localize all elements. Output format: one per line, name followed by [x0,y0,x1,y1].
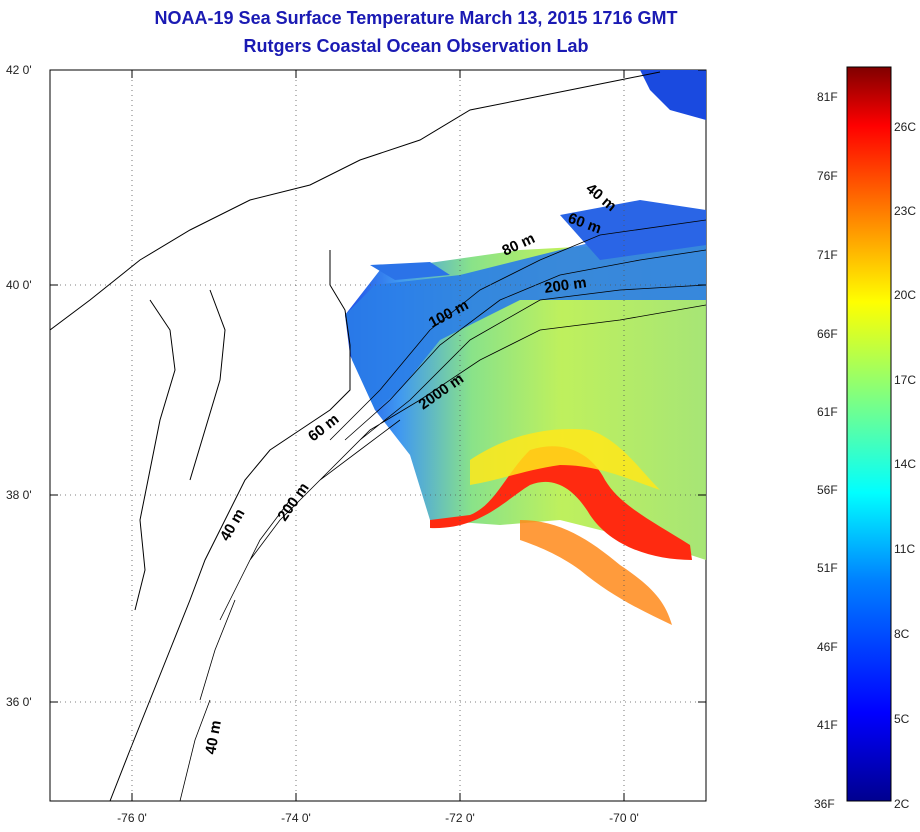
frame-ticks [50,69,706,801]
lon-label: -74 0' [281,811,311,825]
fahrenheit-label: 56F [817,483,838,497]
cold-water-patch [370,262,450,280]
warm-yellow-core [470,429,660,490]
lon-label: -72 0' [445,811,475,825]
lat-label: 42 0' [6,63,32,77]
fahrenheit-label: 46F [817,640,838,654]
graticule [50,70,706,801]
colorbar-f-labels: 81F 76F 71F 66F 61F 56F 51F 46F 41F 36F [814,90,838,811]
celsius-label: 11C [894,542,915,556]
celsius-label: 5C [894,712,910,726]
lat-label: 36 0' [6,695,32,709]
cold-shelf-water [345,215,706,410]
gulf-stream-orange-band [520,520,672,625]
fahrenheit-label: 41F [817,718,838,732]
cold-water-north [640,70,706,120]
lon-label: -70 0' [609,811,639,825]
lat-label: 38 0' [6,488,32,502]
isobath-label: 200 m [543,274,587,297]
fahrenheit-label: 61F [817,405,838,419]
fahrenheit-label: 51F [817,561,838,575]
fahrenheit-label: 66F [817,327,838,341]
celsius-label: 14C [894,457,916,471]
isobath-lines [179,219,706,801]
map-title: NOAA-19 Sea Surface Temperature March 13… [154,8,678,28]
celsius-label: 20C [894,288,916,302]
celsius-label: 26C [894,120,916,134]
celsius-label: 17C [894,373,916,387]
coastline [50,71,661,801]
lat-label: 40 0' [6,278,32,292]
fahrenheit-label: 71F [817,248,838,262]
colorbar [846,66,892,802]
gulf-stream-warm-band [430,446,692,560]
colorbar-c-labels: 26C 23C 20C 17C 14C 11C 8C 5C 2C [894,120,916,811]
map-subtitle: Rutgers Coastal Ocean Observation Lab [243,36,589,56]
celsius-label: 23C [894,204,916,218]
celsius-label: 8C [894,627,910,641]
fahrenheit-label: 36F [814,797,835,811]
fahrenheit-label: 76F [817,169,838,183]
map-content [50,70,706,801]
isobath-label: 40 m [202,719,225,756]
lon-label: -76 0' [117,811,147,825]
celsius-label: 2C [894,797,910,811]
fahrenheit-label: 81F [817,90,838,104]
